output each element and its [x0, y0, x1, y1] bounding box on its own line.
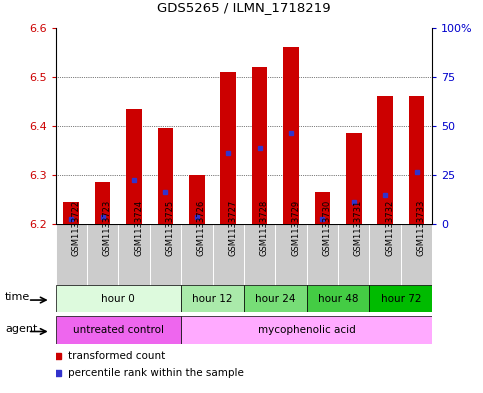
Text: hour 72: hour 72 — [381, 294, 421, 304]
Bar — [63, 202, 79, 224]
Text: hour 48: hour 48 — [318, 294, 358, 304]
Text: GSM1133730: GSM1133730 — [323, 199, 331, 255]
Bar — [157, 128, 173, 224]
Bar — [307, 285, 369, 312]
Text: GSM1133724: GSM1133724 — [134, 199, 143, 255]
Bar — [283, 47, 299, 224]
Bar — [369, 285, 432, 312]
Text: GSM1133733: GSM1133733 — [416, 199, 426, 255]
Text: GSM1133727: GSM1133727 — [228, 199, 237, 255]
Bar — [220, 72, 236, 224]
Bar — [126, 108, 142, 224]
Text: GSM1133726: GSM1133726 — [197, 199, 206, 255]
Text: GSM1133732: GSM1133732 — [385, 199, 394, 255]
Text: hour 0: hour 0 — [101, 294, 135, 304]
Bar — [189, 175, 205, 224]
Text: agent: agent — [5, 324, 37, 334]
Text: GSM1133731: GSM1133731 — [354, 199, 363, 255]
Bar — [181, 316, 432, 344]
Text: GSM1133728: GSM1133728 — [260, 199, 269, 255]
Bar — [181, 285, 244, 312]
Text: GSM1133725: GSM1133725 — [165, 199, 174, 255]
Bar — [377, 96, 393, 224]
Bar — [409, 96, 425, 224]
Text: untreated control: untreated control — [73, 325, 164, 335]
Text: mycophenolic acid: mycophenolic acid — [258, 325, 355, 335]
Text: percentile rank within the sample: percentile rank within the sample — [68, 368, 244, 378]
Text: GSM1133723: GSM1133723 — [103, 199, 112, 255]
Text: GSM1133722: GSM1133722 — [71, 199, 80, 255]
Text: time: time — [5, 292, 30, 302]
Bar — [95, 182, 111, 224]
Text: GDS5265 / ILMN_1718219: GDS5265 / ILMN_1718219 — [157, 1, 331, 14]
Bar — [252, 67, 268, 224]
Bar — [56, 285, 181, 312]
Text: transformed count: transformed count — [68, 351, 166, 361]
Text: hour 24: hour 24 — [255, 294, 296, 304]
Bar — [244, 285, 307, 312]
Bar — [346, 133, 362, 224]
Bar — [56, 224, 432, 293]
Text: GSM1133729: GSM1133729 — [291, 199, 300, 255]
Bar — [56, 316, 181, 344]
Text: hour 12: hour 12 — [192, 294, 233, 304]
Bar — [314, 192, 330, 224]
